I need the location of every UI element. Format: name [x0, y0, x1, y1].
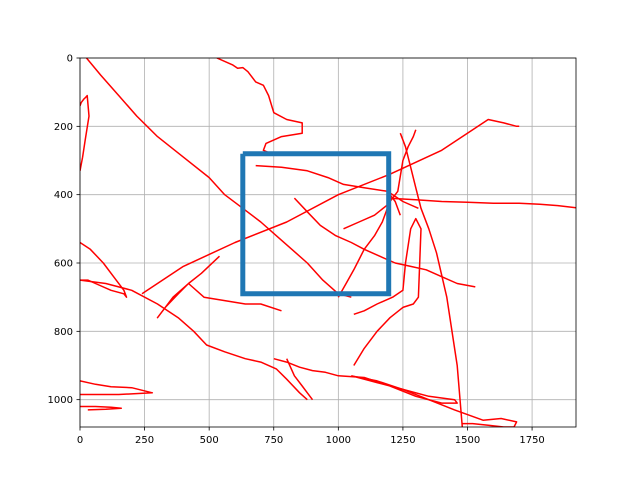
x-axis: 0 250 500 750 1000 1250 1500 1750 — [77, 427, 545, 446]
path-long-diagonal — [142, 120, 519, 294]
path-bottom-center — [274, 359, 457, 403]
path-wave-mid — [294, 198, 475, 287]
y-tick-label: 800 — [54, 327, 73, 338]
path-top-center — [217, 58, 302, 154]
x-tick-label: 500 — [200, 435, 219, 446]
path-left-diagonal — [87, 58, 243, 208]
grid — [80, 58, 576, 427]
x-tick-label: 250 — [135, 435, 154, 446]
y-tick-label: 600 — [54, 259, 73, 270]
path-lower-left-sweep — [80, 280, 307, 400]
x-tick-label: 750 — [264, 435, 283, 446]
path-triangle-cluster — [158, 256, 282, 318]
y-axis: 0 200 400 600 800 1000 — [48, 54, 80, 407]
x-tick-label: 0 — [77, 435, 83, 446]
path-center-diagonal — [243, 208, 351, 297]
y-tick-label: 0 — [67, 54, 73, 65]
plot-lines — [80, 58, 576, 427]
y-tick-label: 400 — [54, 190, 73, 201]
plot-frame — [80, 58, 576, 427]
y-tick-label: 200 — [54, 122, 73, 133]
y-tick-label: 1000 — [48, 395, 73, 406]
path-left-bottom — [80, 381, 152, 395]
path-lower-left — [80, 243, 127, 298]
x-tick-label: 1250 — [390, 435, 415, 446]
x-tick-label: 1750 — [519, 435, 544, 446]
path-right-horizontal — [387, 198, 576, 208]
path-bottom-right — [351, 376, 516, 427]
path-right-tall — [400, 133, 462, 427]
x-tick-label: 1000 — [326, 435, 351, 446]
path-left-bottom-2 — [80, 407, 121, 410]
x-tick-label: 1500 — [455, 435, 480, 446]
path-left-spike — [80, 96, 89, 171]
